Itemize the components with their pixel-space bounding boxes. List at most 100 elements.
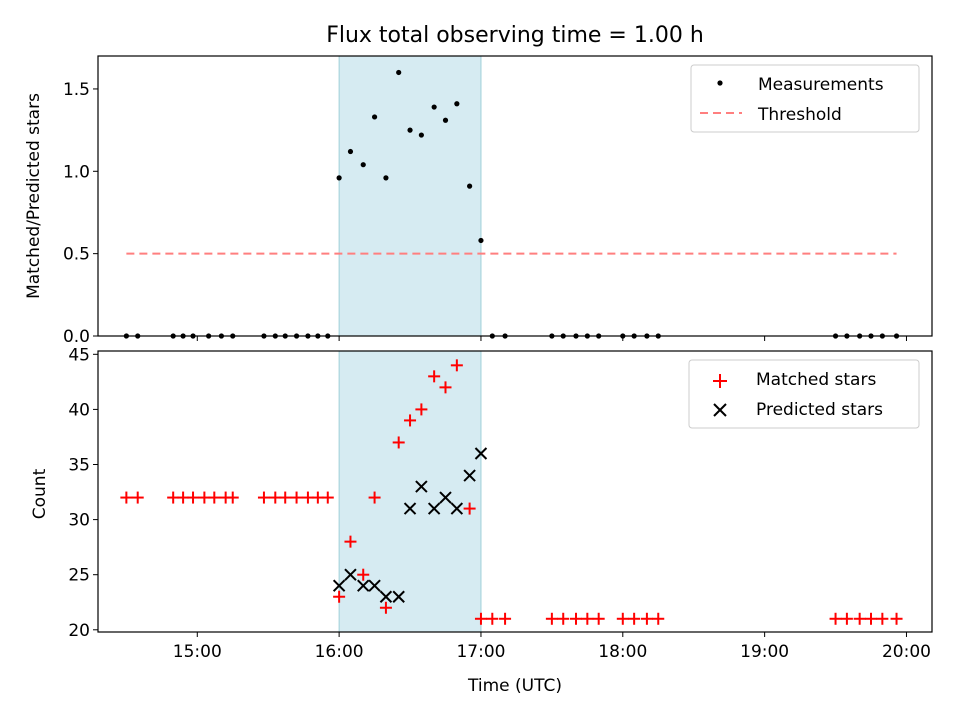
matched-star-point	[616, 612, 629, 625]
matched-star-point	[439, 381, 452, 394]
legend-matched-label: Matched stars	[756, 370, 876, 390]
predicted-star-point	[427, 502, 441, 515]
x-tick-label: 19:00	[740, 642, 789, 662]
x-tick-label: 20:00	[882, 642, 931, 662]
matched-star-point	[840, 612, 853, 625]
matched-star-point	[415, 403, 428, 416]
count-y-tick-label: 45	[68, 345, 90, 365]
legend-predicted-marker	[713, 403, 727, 417]
predicted-star-point	[332, 579, 346, 592]
matched-star-point	[131, 491, 144, 504]
count-y-tick-label: 30	[68, 511, 90, 531]
predicted-star-point	[379, 590, 393, 603]
measurement-point	[336, 175, 342, 181]
matched-star-point	[208, 491, 221, 504]
legend-measurement-marker	[717, 80, 723, 86]
measurement-point	[347, 148, 354, 155]
matched-star-point	[257, 491, 270, 504]
matched-star-point	[853, 612, 866, 625]
measurement-point	[467, 183, 473, 189]
measurement-point	[371, 114, 378, 120]
matched-star-point	[392, 436, 405, 449]
predicted-star-point	[392, 590, 405, 603]
measurement-point	[360, 162, 366, 168]
matched-star-point	[829, 612, 842, 625]
x-tick-label: 18:00	[598, 642, 647, 662]
measurement-point	[396, 69, 402, 76]
count-legend: Matched stars Predicted stars	[688, 359, 920, 429]
measurement-point	[478, 237, 484, 244]
ratio-y-tick-label: 0.0	[63, 327, 90, 347]
predicted-star-point	[474, 447, 488, 460]
x-axis-label: Time (UTC)	[467, 676, 562, 696]
matched-star-point	[279, 491, 292, 504]
matched-star-point	[404, 414, 417, 427]
matched-star-point	[321, 491, 334, 504]
matched-star-point	[545, 612, 558, 625]
ratio-legend: Measurements Threshold	[690, 64, 920, 133]
x-tick-label: 16:00	[315, 642, 364, 662]
matched-star-point	[890, 612, 903, 625]
matched-star-point	[120, 491, 133, 504]
legend-measurements-label: Measurements	[758, 75, 884, 95]
x-tick-label: 17:00	[456, 642, 505, 662]
matched-star-point	[592, 612, 605, 625]
predicted-star-point	[368, 579, 381, 592]
count-y-tick-label: 35	[68, 456, 90, 476]
ratio-panel-frame	[97, 55, 933, 337]
count-y-tick-label: 25	[68, 566, 90, 586]
x-tick-label: 15:00	[173, 642, 222, 662]
ratio-y-tick-label: 1.5	[63, 80, 90, 100]
ratio-y-axis-label: Matched/Predicted stars	[24, 93, 44, 299]
legend-predicted-label: Predicted stars	[756, 400, 883, 420]
matched-star-point	[640, 612, 653, 625]
predicted-star-point	[450, 502, 464, 515]
measurement-point	[383, 175, 389, 181]
measurement-point	[407, 127, 413, 133]
matched-star-point	[368, 491, 381, 504]
matched-star-point	[486, 612, 499, 625]
predicted-star-point	[463, 469, 476, 482]
matched-star-point	[344, 535, 357, 548]
count-panel-frame	[97, 350, 933, 633]
matched-star-point	[865, 612, 878, 625]
predicted-star-point	[344, 568, 357, 581]
chart-title: Flux total observing time = 1.00 h	[326, 23, 704, 48]
predicted-star-point	[415, 480, 428, 493]
matched-star-point	[581, 612, 594, 625]
legend-matched-marker	[713, 374, 727, 388]
predicted-star-point	[357, 579, 370, 592]
matched-star-point	[357, 568, 370, 581]
ratio-y-tick-label: 1.0	[63, 162, 90, 182]
matched-star-point	[569, 612, 582, 625]
count-panel: 20 25 30 35 40 45 15:00 16:00 17:00 18:00 19:00 20…	[30, 345, 933, 696]
matched-star-point	[379, 601, 392, 614]
predicted-star-point	[403, 502, 417, 515]
matched-star-point	[226, 491, 239, 504]
measurement-point	[431, 104, 437, 110]
matched-star-point	[628, 612, 641, 625]
matched-star-point	[652, 612, 665, 625]
matched-star-point	[499, 612, 512, 625]
matched-star-point	[474, 612, 487, 625]
legend-threshold-label: Threshold	[757, 105, 842, 125]
measurement-point	[418, 132, 424, 138]
matched-star-point	[463, 502, 476, 515]
measurement-point	[442, 117, 449, 123]
matched-star-point	[557, 612, 570, 625]
count-y-tick-label: 20	[68, 621, 90, 641]
predicted-star-point	[439, 491, 452, 504]
count-legend-box	[688, 359, 920, 429]
ratio-panel: 0.0 0.5 1.0 1.5 Matched/Predicted stars Mea…	[24, 55, 933, 347]
matched-star-point	[187, 491, 200, 504]
matched-star-point	[450, 359, 463, 372]
matched-star-point	[290, 491, 303, 504]
ratio-legend-box	[690, 64, 920, 133]
measurement-point	[454, 101, 460, 107]
ratio-y-tick-label: 0.5	[63, 245, 90, 265]
matched-star-point	[333, 590, 346, 603]
matched-star-point	[428, 370, 441, 383]
matched-star-point	[876, 612, 889, 625]
count-y-axis-label: Count	[30, 468, 50, 519]
